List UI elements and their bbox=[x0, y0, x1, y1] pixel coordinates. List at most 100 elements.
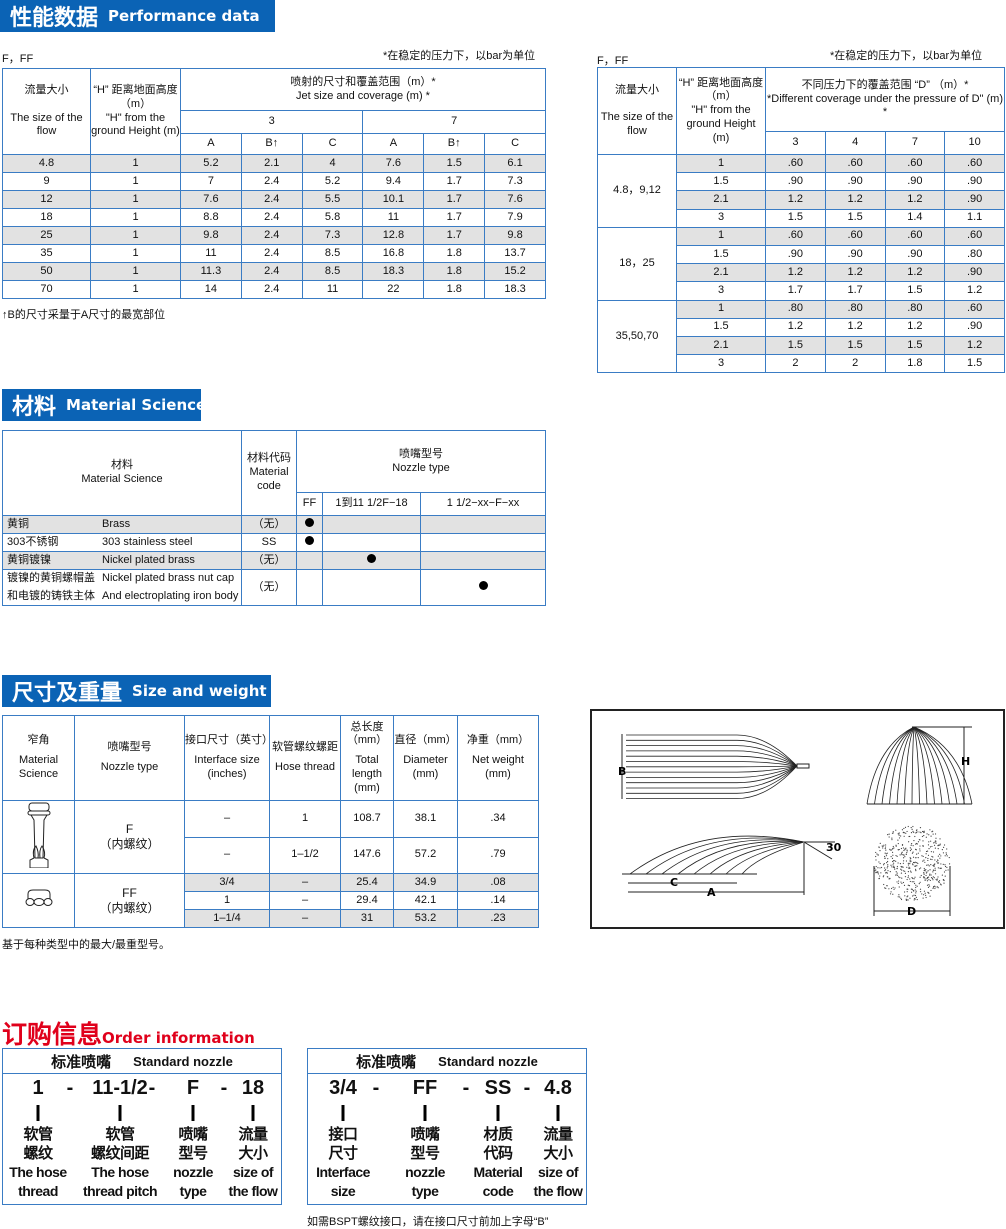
cell: .90 bbox=[884, 244, 946, 265]
cell: 1 bbox=[90, 244, 181, 263]
cell: 10.1 bbox=[362, 190, 425, 209]
order-code: FF bbox=[412, 1077, 438, 1099]
cell: 8.8 bbox=[180, 208, 242, 227]
order-code-label: 流量 大小 size of the flow bbox=[229, 1125, 278, 1201]
code-separator: - bbox=[148, 1077, 156, 1099]
compatibility-cell bbox=[420, 515, 546, 534]
cell: 1.8 bbox=[423, 280, 486, 299]
cell: 2.1 bbox=[676, 335, 766, 356]
cell: 7.9 bbox=[484, 208, 546, 227]
label-line: Material bbox=[473, 1164, 523, 1180]
cell: .60 bbox=[944, 153, 1005, 174]
cell: 9.8 bbox=[484, 226, 546, 245]
cell: .90 bbox=[944, 317, 1005, 337]
spray-pattern-illustration: B C A 30 H D bbox=[618, 726, 973, 918]
material-name: 镀镍的黄铜螺帽盖 Nickel plated brass nut cap 和电镀的铸… bbox=[2, 569, 242, 606]
banner-cn: 性能数据 bbox=[10, 6, 99, 31]
cell: .90 bbox=[824, 244, 886, 265]
column-header: 喷嘴型号 Nozzle type bbox=[74, 715, 185, 801]
cell: .90 bbox=[765, 172, 826, 192]
cell: 11 bbox=[301, 280, 364, 299]
table-row: 1–1/4–31 53.2.23 bbox=[3, 909, 539, 928]
cell: .80 bbox=[944, 244, 1005, 265]
header-flow: 流量大小 The size of the flow bbox=[2, 68, 91, 155]
order-code-label: 软管 螺纹 The hose thread bbox=[9, 1125, 67, 1201]
banner-en: Material Science bbox=[66, 396, 207, 414]
cell: – bbox=[269, 909, 341, 928]
cell: .23 bbox=[457, 909, 539, 928]
header-en: Interface size (inches) bbox=[194, 754, 260, 780]
cell: 1.7 bbox=[423, 172, 486, 191]
header-cn: 软管螺纹螺距 bbox=[272, 741, 338, 754]
order-title: 订购信息Order information bbox=[2, 1015, 255, 1051]
cell: 1.2 bbox=[944, 281, 1005, 301]
cell: 14 bbox=[180, 280, 242, 299]
label-line: 软管 bbox=[105, 1126, 135, 1143]
order-code: 18 bbox=[241, 1077, 265, 1099]
cell: 16.8 bbox=[362, 244, 425, 263]
order-code-label: 材质 代码 Material code bbox=[474, 1125, 523, 1201]
cell: 2.4 bbox=[240, 190, 303, 209]
cell: .60 bbox=[824, 153, 886, 174]
order-box-header: 标准喷嘴 Standard nozzle bbox=[308, 1049, 586, 1074]
order-code: 11-1/2 bbox=[92, 1077, 148, 1099]
connector-bar bbox=[556, 1105, 560, 1121]
cell: 1.2 bbox=[884, 317, 946, 337]
pressure-header: 7 bbox=[362, 110, 546, 134]
cell: .80 bbox=[765, 299, 826, 319]
compatible-dot-icon bbox=[305, 517, 314, 527]
footnote: ↑B的尺寸采量于A尺寸的最宽部位 bbox=[2, 309, 166, 321]
compatibility-cell bbox=[296, 551, 323, 570]
cell: 1.5 bbox=[676, 244, 766, 265]
cell: 12.8 bbox=[362, 226, 425, 245]
cell: 1 bbox=[90, 280, 181, 299]
cell: 53.2 bbox=[393, 909, 458, 928]
label-a: A bbox=[707, 886, 716, 899]
cell: 2.1 bbox=[676, 190, 766, 210]
table-row: 3 1.5 1.5 1.4 1.1 bbox=[598, 208, 1005, 228]
cell: .80 bbox=[824, 299, 886, 319]
cell: 1 bbox=[90, 226, 181, 245]
order-box-header: 标准喷嘴 Standard nozzle bbox=[3, 1049, 281, 1074]
cell: 3 bbox=[676, 354, 766, 374]
cell: 5.2 bbox=[180, 154, 242, 173]
cell: 8.5 bbox=[301, 262, 364, 281]
material-text: 黄铜 Brass bbox=[7, 518, 241, 532]
cell: 35 bbox=[2, 244, 91, 263]
cell: 1 bbox=[269, 800, 341, 838]
cell: 9 bbox=[2, 172, 91, 191]
cell: 2.4 bbox=[240, 262, 303, 281]
material-name: 303不锈钢 303 stainless steel bbox=[2, 533, 242, 552]
label-line: 螺纹 bbox=[23, 1145, 53, 1162]
cell: 1.5 bbox=[944, 354, 1005, 374]
header-cn: 标准喷嘴 bbox=[51, 1053, 112, 1071]
cell: 1 bbox=[676, 299, 766, 319]
header-height: “H” 距离地面高度（m） "H" from the ground Height … bbox=[676, 67, 766, 155]
cell: 18.3 bbox=[362, 262, 425, 281]
cell: 1.7 bbox=[824, 281, 886, 301]
cell: 1.2 bbox=[944, 335, 1005, 356]
nozzle-f-icon bbox=[24, 802, 54, 871]
cell: 13.7 bbox=[484, 244, 546, 263]
cell: 2.4 bbox=[240, 172, 303, 191]
table-row: 1.5 1.2 1.2 1.2.90 bbox=[598, 317, 1005, 337]
cell: 1.5 bbox=[824, 208, 886, 228]
cell: 50 bbox=[2, 262, 91, 281]
cell: 1.5 bbox=[765, 208, 826, 228]
cell: 1 bbox=[676, 153, 766, 174]
code-separator: - bbox=[462, 1077, 470, 1099]
label-line: the flow bbox=[228, 1183, 278, 1199]
material-line: 黄铜镀镍 Nickel plated brass bbox=[7, 554, 241, 568]
material-en: Nickel plated brass nut cap bbox=[102, 571, 235, 584]
cell: .90 bbox=[944, 172, 1005, 192]
banner-en: Performance data bbox=[108, 7, 260, 25]
dimension-header: C bbox=[301, 133, 364, 155]
cell: 5.8 bbox=[301, 208, 364, 227]
material-line: 303不锈钢 303 stainless steel bbox=[7, 536, 241, 550]
pressure-note: *在稳定的压力下，以bar为单位 bbox=[830, 50, 983, 62]
table-row: 2.1 1.5 1.5 1.5 1.2 bbox=[598, 335, 1005, 356]
cell: .60 bbox=[824, 226, 886, 246]
connector-bar bbox=[496, 1105, 500, 1121]
table-row: 9 1 7 2.4 5.2 9.4 1.7 7.3 bbox=[2, 172, 546, 191]
compatibility-cell bbox=[420, 551, 546, 570]
